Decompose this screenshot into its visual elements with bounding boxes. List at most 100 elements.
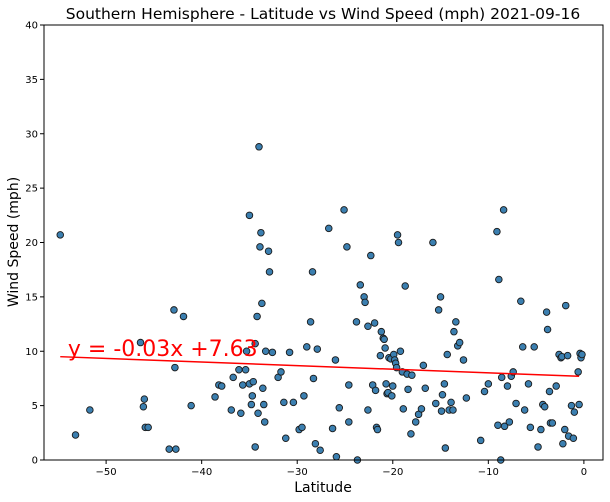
data-point [380,335,388,344]
data-point [373,425,382,434]
data-point [500,422,509,431]
data-point [345,418,353,426]
data-point [211,393,219,401]
data-point [438,391,447,399]
data-point [280,398,288,407]
data-point [144,423,152,432]
data-point [235,365,243,374]
data-point [578,350,586,359]
data-point [440,380,449,388]
data-point [343,243,351,251]
data-point [537,425,545,434]
data-point [277,368,285,376]
y-tick-label: 20 [25,238,38,249]
y-tick-label: 0 [32,456,38,467]
data-point [449,406,457,414]
data-point [325,224,333,233]
y-tick-label: 5 [32,401,38,412]
x-tick-label: −10 [478,467,499,478]
data-point [561,425,569,434]
plot-area-frame [43,24,604,461]
data-point [331,356,340,364]
data-point [136,338,145,347]
data-point [512,399,520,408]
data-point [335,404,344,412]
data-point [251,443,259,451]
data-point [520,406,529,414]
x-tick-label: −20 [382,467,403,478]
data-point [171,363,179,372]
data-point [282,434,290,443]
data-point [434,306,443,314]
data-point [249,377,258,386]
data-point [407,430,415,438]
data-point [543,325,552,334]
data-point [401,282,409,290]
data-point [239,381,247,389]
data-point [518,343,527,351]
data-point [421,384,430,392]
data-point [447,398,455,407]
data-point [452,318,460,326]
data-point [179,312,188,321]
data-point [298,423,306,432]
data-point [388,392,396,400]
x-tick-label: −30 [287,467,308,478]
data-point [524,380,533,388]
data-point [245,211,254,220]
data-point [548,419,557,427]
data-point [227,406,236,414]
data-point [332,452,341,461]
data-point [534,443,542,451]
data-point [313,345,322,353]
regression-equation-label: y = -0.03x +7.63 [68,337,258,362]
data-point [503,382,512,390]
data-point [264,247,273,255]
data-point [443,350,451,359]
data-point [248,392,257,400]
data-point [258,299,266,308]
data-point [575,400,583,409]
data-point [172,445,180,453]
data-point [364,406,372,414]
y-axis-label: Wind Speed (mph) [6,177,22,307]
data-point [316,446,324,454]
data-point [309,374,318,383]
data-point [377,327,386,336]
data-point [559,439,567,448]
data-point [255,143,263,151]
data-point [570,408,579,416]
data-point [308,268,317,276]
data-point [71,431,80,439]
data-point [251,339,259,348]
data-point [247,400,256,409]
data-point [361,298,369,307]
x-tick-label: 0 [581,467,587,478]
data-point [450,327,458,336]
data-point [345,381,353,389]
y-tick-label: 30 [25,129,38,140]
data-point [139,402,148,411]
data-point [542,308,551,316]
data-point [494,421,502,429]
data-point [393,231,402,239]
data-point [382,380,390,388]
data-point [408,371,416,379]
data-point [563,351,572,360]
data-point [569,434,578,443]
data-point [429,238,437,247]
data-point [432,399,440,408]
data-point [404,385,412,394]
data-point [411,418,420,426]
data-point [497,373,506,382]
data-point [268,348,277,357]
data-point [476,436,485,445]
data-point [261,347,270,356]
data-point [567,401,576,410]
data-point [260,400,268,409]
data-point [241,365,250,374]
data-point [561,301,570,310]
data-point [86,406,94,414]
data-point [545,387,554,396]
